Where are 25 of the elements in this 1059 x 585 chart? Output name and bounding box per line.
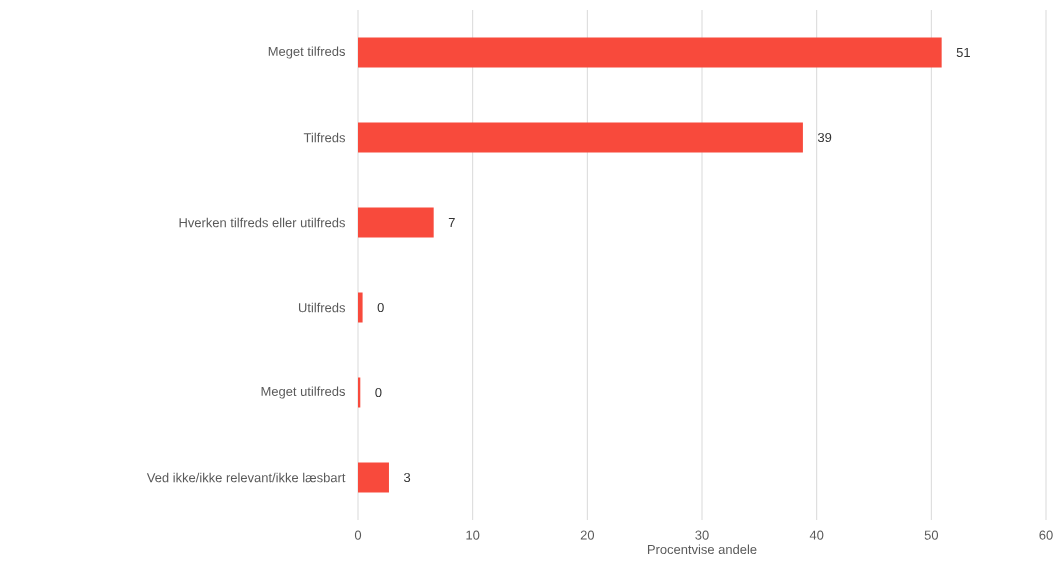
- y-tick-label: Ved ikke/ikke relevant/ikke læsbart: [146, 472, 346, 483]
- data-label: 39: [817, 132, 832, 143]
- data-label: 0: [375, 387, 382, 398]
- x-tick-label: 10: [466, 530, 480, 540]
- bar: [358, 37, 942, 68]
- x-tick-label: 0: [354, 530, 362, 540]
- data-label: 3: [403, 472, 411, 483]
- x-tick-label: 20: [580, 530, 595, 540]
- x-tick-label: 50: [924, 530, 939, 540]
- y-tick-label: Utilfreds: [298, 302, 346, 313]
- x-tick-label: 30: [695, 530, 709, 540]
- bar: [358, 122, 803, 153]
- y-tick-label: Hverken tilfreds eller utilfreds: [179, 217, 345, 228]
- data-label: 51: [956, 47, 970, 58]
- y-tick-label: Meget tilfreds: [268, 46, 346, 59]
- x-tick-label: 40: [809, 530, 824, 540]
- x-axis-title: Procentvise andele: [647, 544, 757, 555]
- bar: [358, 462, 389, 493]
- data-label: 7: [448, 218, 455, 227]
- bar: [358, 292, 363, 323]
- y-tick-label: Tilfreds: [303, 132, 346, 143]
- y-tick-label: Meget utilfreds: [261, 386, 345, 399]
- bar: [358, 207, 434, 238]
- x-tick-label: 60: [1039, 530, 1053, 540]
- data-label: 0: [377, 302, 384, 313]
